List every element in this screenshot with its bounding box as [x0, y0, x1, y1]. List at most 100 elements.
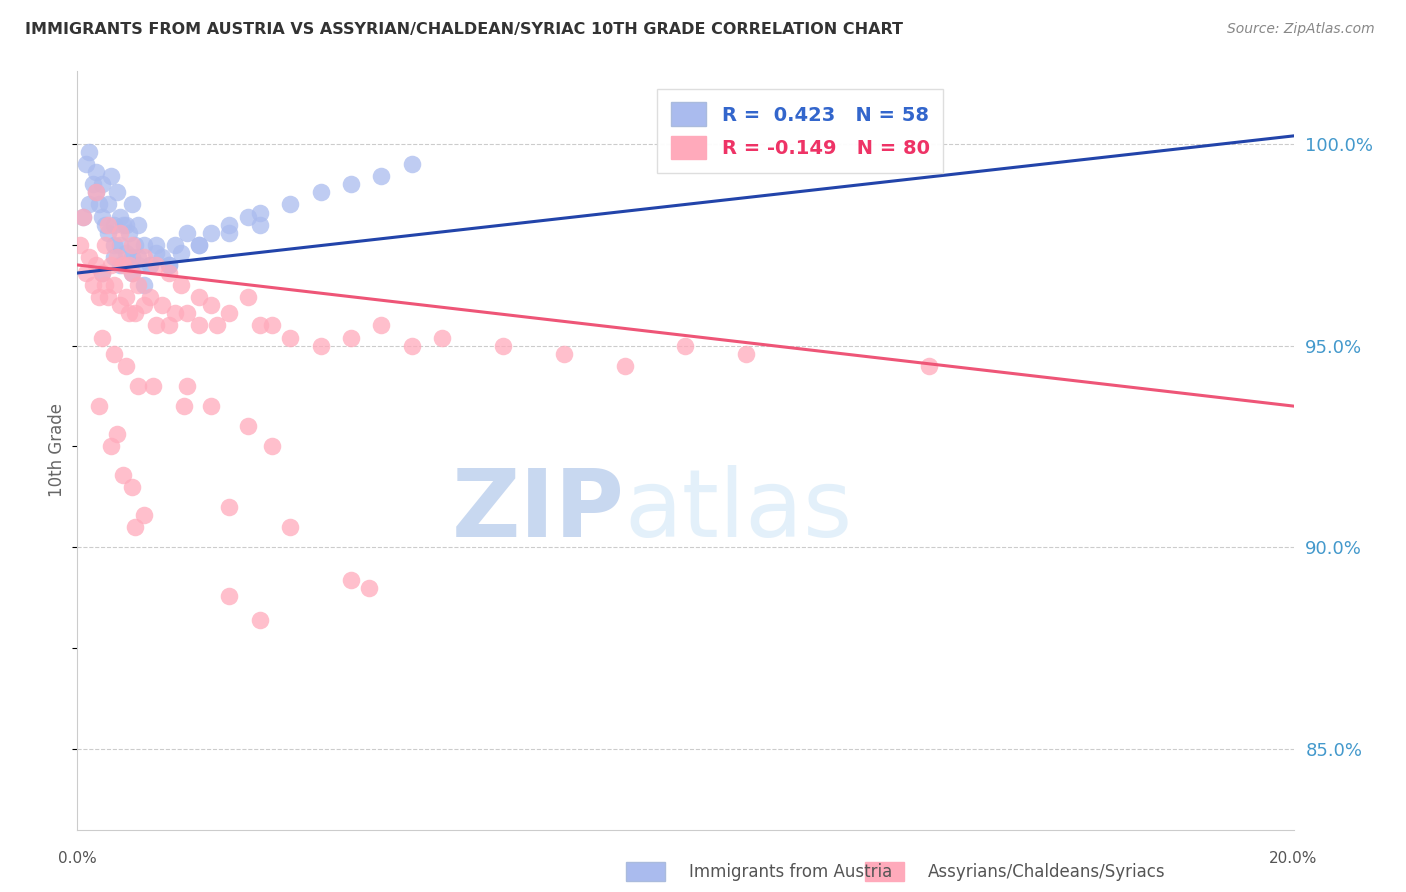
Text: atlas: atlas	[624, 465, 853, 558]
Point	[111, 467, 134, 482]
Point	[340, 573, 363, 587]
Point	[340, 330, 363, 344]
Point	[134, 237, 156, 252]
Point	[111, 218, 134, 232]
Point	[84, 165, 107, 179]
Point	[553, 346, 575, 360]
Point	[134, 298, 156, 312]
Point	[90, 266, 112, 280]
Point	[108, 210, 131, 224]
Point	[145, 237, 167, 252]
Point	[108, 226, 131, 240]
Point	[188, 237, 211, 252]
Point	[90, 266, 112, 280]
Point	[93, 218, 115, 232]
Point	[118, 258, 141, 272]
Point	[87, 197, 110, 211]
Point	[134, 250, 156, 264]
Point	[100, 258, 122, 272]
Point	[103, 346, 125, 360]
Point	[84, 258, 107, 272]
Point	[115, 245, 138, 260]
Point	[84, 186, 107, 200]
Point	[90, 178, 112, 192]
Point	[249, 205, 271, 219]
Point	[124, 237, 146, 252]
Text: IMMIGRANTS FROM AUSTRIA VS ASSYRIAN/CHALDEAN/SYRIAC 10TH GRADE CORRELATION CHART: IMMIGRANTS FROM AUSTRIA VS ASSYRIAN/CHAL…	[25, 22, 903, 37]
Text: 0.0%: 0.0%	[58, 851, 97, 865]
Point	[97, 197, 120, 211]
Point	[145, 245, 167, 260]
Point	[176, 306, 198, 320]
Point	[236, 290, 259, 304]
Point	[236, 210, 259, 224]
Point	[218, 589, 240, 603]
Point	[200, 298, 222, 312]
Point	[218, 500, 240, 514]
Point	[139, 258, 162, 272]
Point	[84, 186, 107, 200]
Text: Source: ZipAtlas.com: Source: ZipAtlas.com	[1227, 22, 1375, 37]
Point	[103, 250, 125, 264]
Point	[370, 318, 392, 333]
Point	[97, 290, 120, 304]
Point	[157, 258, 180, 272]
Point	[115, 218, 138, 232]
Point	[163, 306, 186, 320]
Point	[111, 258, 134, 272]
Point	[93, 237, 115, 252]
Point	[79, 145, 101, 159]
Point	[309, 338, 332, 352]
Point	[340, 178, 363, 192]
Point	[249, 218, 271, 232]
Point	[157, 318, 180, 333]
Text: Assyrians/Chaldeans/Syriacs: Assyrians/Chaldeans/Syriacs	[928, 863, 1166, 881]
Point	[118, 226, 141, 240]
Point	[82, 178, 104, 192]
Point	[157, 258, 180, 272]
Point	[121, 480, 143, 494]
Point	[200, 226, 222, 240]
Point	[401, 338, 423, 352]
Point	[359, 581, 381, 595]
Point	[249, 613, 271, 627]
Point	[79, 250, 101, 264]
Point	[108, 237, 131, 252]
Point	[127, 250, 149, 264]
Point	[93, 278, 115, 293]
Point	[236, 419, 259, 434]
Point	[145, 318, 167, 333]
Point	[127, 379, 149, 393]
Point	[170, 245, 193, 260]
Point	[79, 197, 101, 211]
Point	[309, 186, 332, 200]
Point	[97, 226, 120, 240]
Point	[142, 379, 165, 393]
Point	[278, 330, 301, 344]
Point	[139, 258, 162, 272]
Point	[108, 298, 131, 312]
Point	[188, 318, 211, 333]
Point	[205, 318, 228, 333]
Point	[200, 399, 222, 413]
Legend: R =  0.423   N = 58, R = -0.149   N = 80: R = 0.423 N = 58, R = -0.149 N = 80	[658, 88, 943, 173]
Point	[370, 169, 392, 184]
Point	[124, 306, 146, 320]
Point	[176, 379, 198, 393]
Point	[170, 278, 193, 293]
Point	[100, 439, 122, 453]
Point	[152, 298, 174, 312]
Point	[218, 306, 240, 320]
Point	[108, 258, 131, 272]
Point	[127, 218, 149, 232]
Y-axis label: 10th Grade: 10th Grade	[48, 403, 66, 498]
Point	[127, 258, 149, 272]
Point	[675, 338, 697, 352]
Point	[152, 250, 174, 264]
Point	[139, 290, 162, 304]
Point	[176, 226, 198, 240]
Point	[118, 306, 141, 320]
Point	[87, 399, 110, 413]
Point	[100, 169, 122, 184]
Point	[72, 210, 94, 224]
